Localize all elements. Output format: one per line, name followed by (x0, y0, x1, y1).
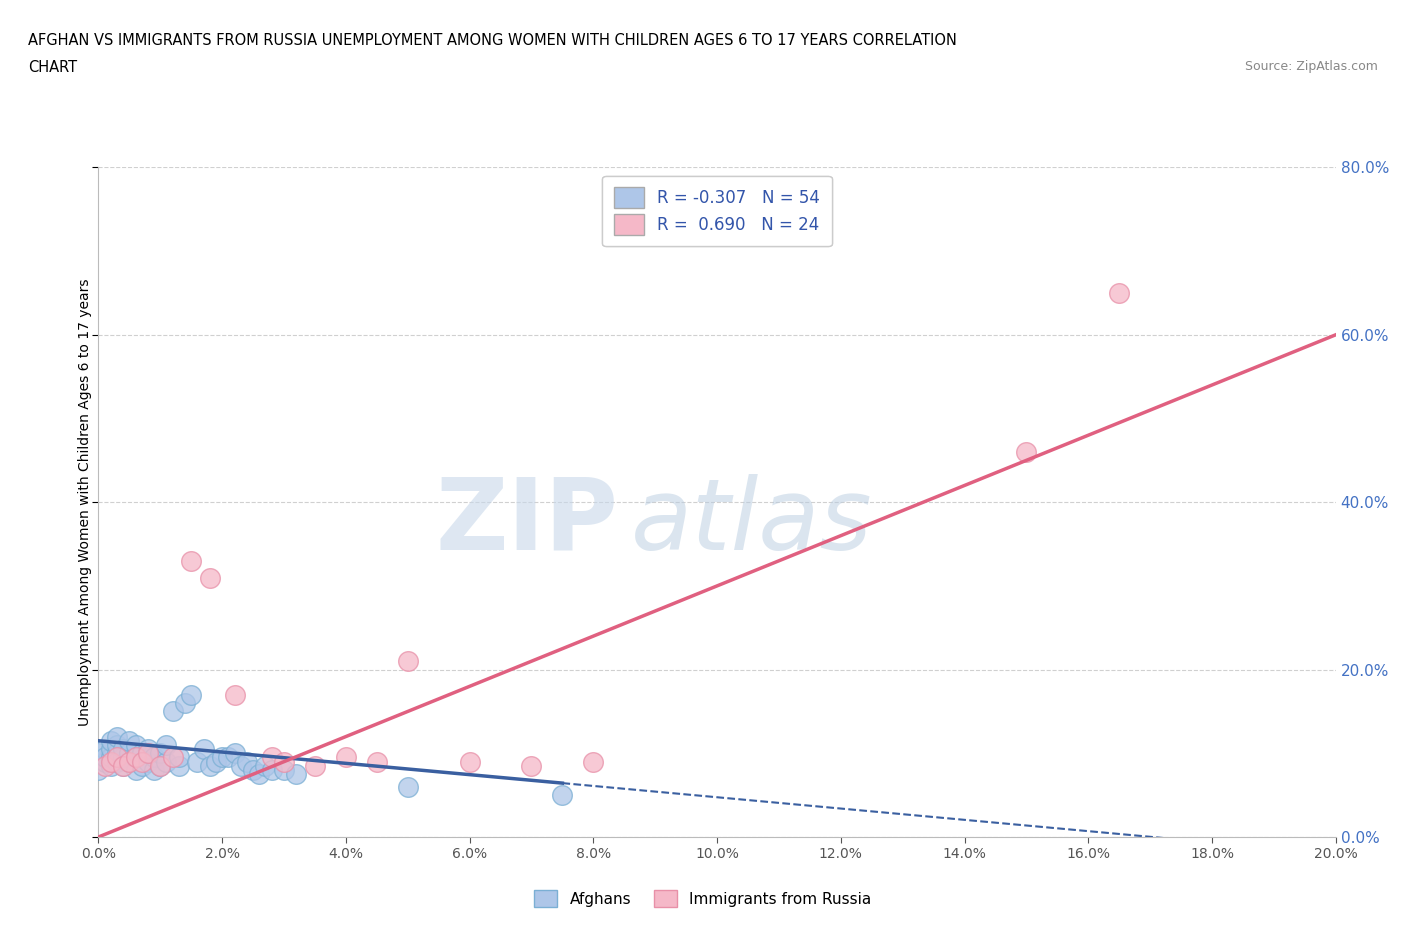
Point (1108, 286, 1130, 300)
Point (198, 570, 221, 585)
Point (143, 763, 166, 777)
Point (131, 754, 153, 769)
Point (217, 750, 239, 764)
Point (149, 746, 172, 761)
Point (149, 759, 172, 774)
Point (211, 750, 233, 764)
Point (118, 754, 141, 769)
Legend: Afghans, Immigrants from Russia: Afghans, Immigrants from Russia (529, 884, 877, 913)
Point (273, 763, 295, 777)
Point (149, 759, 172, 774)
Point (167, 759, 190, 774)
Point (260, 763, 283, 777)
Point (162, 750, 184, 764)
Point (100, 750, 122, 764)
Point (396, 779, 419, 794)
Point (551, 788, 574, 803)
Point (87, 746, 110, 761)
Point (112, 750, 135, 764)
Point (100, 742, 122, 757)
Text: atlas: atlas (630, 473, 872, 571)
Point (260, 750, 283, 764)
Point (105, 746, 128, 761)
Text: ZIP: ZIP (436, 473, 619, 571)
Point (93, 750, 115, 764)
Point (105, 754, 128, 769)
Point (118, 746, 141, 761)
Point (131, 759, 153, 774)
Point (155, 754, 177, 769)
Text: CHART: CHART (28, 60, 77, 75)
Point (93, 754, 115, 769)
Point (254, 759, 277, 774)
Point (458, 754, 481, 769)
Point (124, 737, 146, 752)
Point (100, 733, 122, 748)
Point (205, 754, 228, 769)
Point (582, 754, 605, 769)
Point (155, 737, 177, 752)
Point (273, 754, 295, 769)
Point (247, 766, 270, 781)
Point (87, 763, 110, 777)
Point (105, 750, 128, 764)
Point (180, 687, 202, 702)
Point (193, 742, 215, 757)
Point (180, 553, 202, 568)
Point (105, 737, 128, 752)
Text: Source: ZipAtlas.com: Source: ZipAtlas.com (1244, 60, 1378, 73)
Point (162, 704, 184, 719)
Point (229, 759, 252, 774)
Point (143, 750, 166, 764)
Y-axis label: Unemployment Among Women with Children Ages 6 to 17 years: Unemployment Among Women with Children A… (77, 278, 91, 726)
Point (198, 759, 221, 774)
Point (335, 750, 357, 764)
Point (396, 654, 419, 669)
Point (118, 754, 141, 769)
Point (112, 759, 135, 774)
Point (124, 750, 146, 764)
Point (124, 763, 146, 777)
Point (112, 759, 135, 774)
Point (100, 754, 122, 769)
Point (105, 729, 128, 744)
Point (366, 754, 388, 769)
Point (131, 746, 153, 761)
Point (93, 759, 115, 774)
Point (167, 750, 190, 764)
Point (1015, 445, 1038, 459)
Point (93, 742, 115, 757)
Point (112, 742, 135, 757)
Point (136, 746, 159, 761)
Point (118, 733, 141, 748)
Point (242, 763, 264, 777)
Point (304, 759, 326, 774)
Point (136, 742, 159, 757)
Text: AFGHAN VS IMMIGRANTS FROM RUSSIA UNEMPLOYMENT AMONG WOMEN WITH CHILDREN AGES 6 T: AFGHAN VS IMMIGRANTS FROM RUSSIA UNEMPLO… (28, 33, 957, 47)
Point (124, 750, 146, 764)
Point (285, 766, 308, 781)
Point (186, 754, 208, 769)
Point (100, 759, 122, 774)
Point (236, 754, 259, 769)
Point (174, 696, 197, 711)
Point (520, 759, 543, 774)
Legend: R = -0.307   N = 54, R =  0.690   N = 24: R = -0.307 N = 54, R = 0.690 N = 24 (602, 176, 832, 246)
Point (224, 746, 246, 761)
Point (136, 754, 159, 769)
Point (224, 687, 246, 702)
